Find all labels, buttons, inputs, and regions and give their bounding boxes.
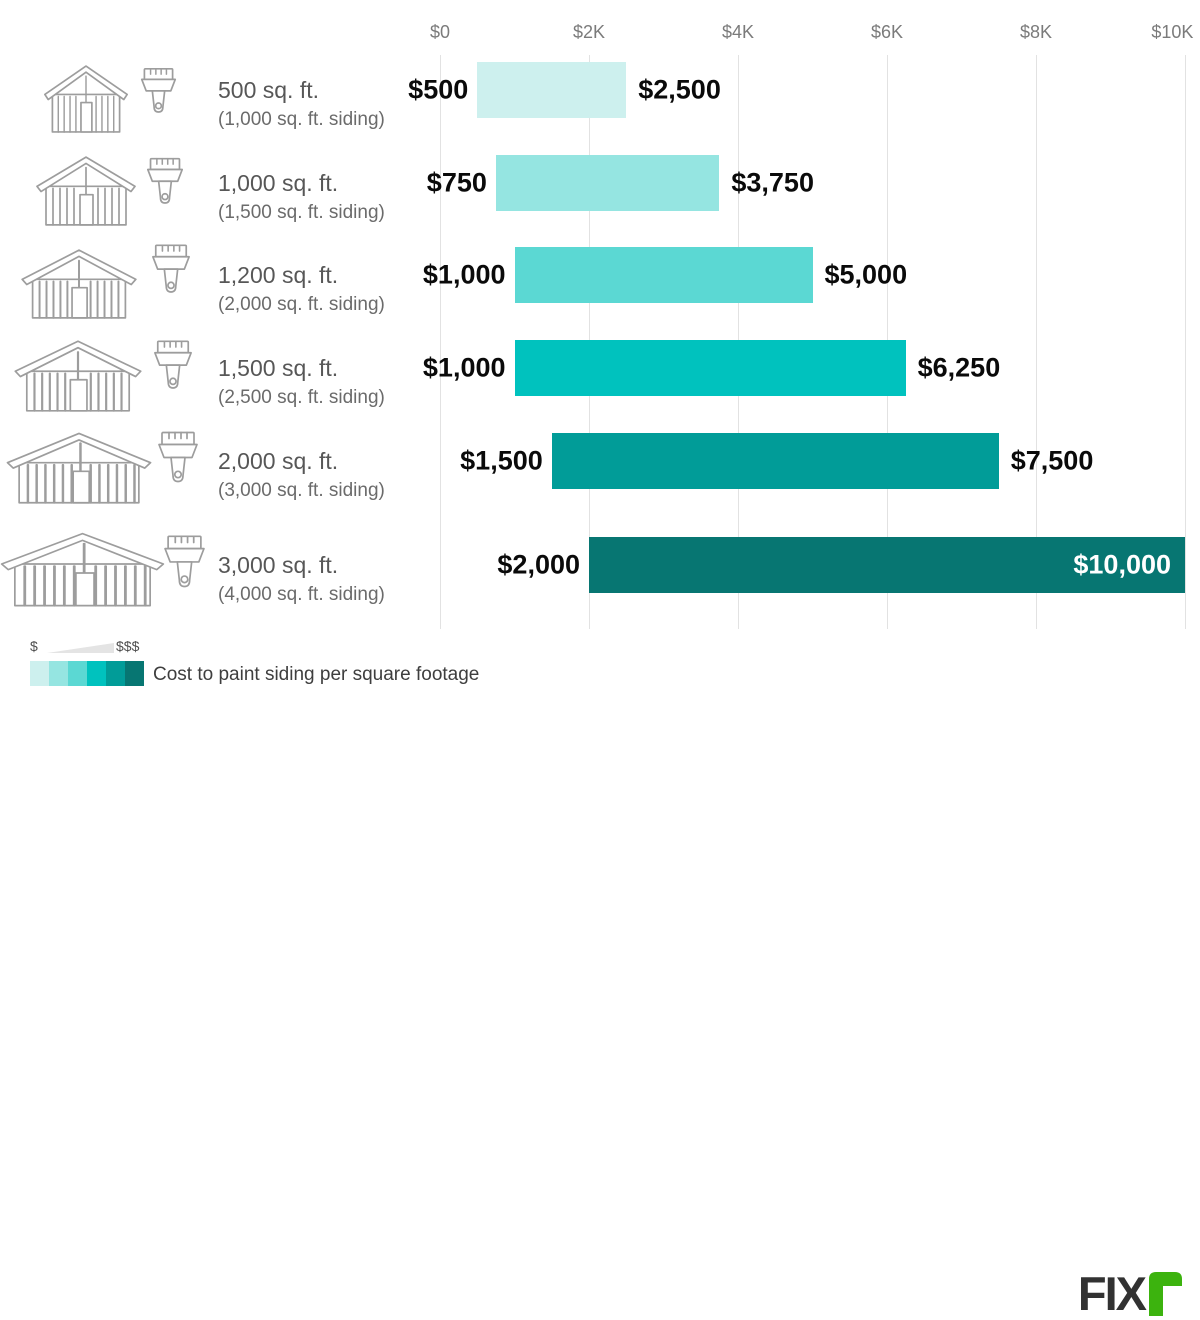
- cost-range-bar: [514, 340, 906, 396]
- chart-row: 500 sq. ft. (1,000 sq. ft. siding) $500 …: [0, 62, 1200, 118]
- row-label-siding: (3,000 sq. ft. siding): [218, 480, 385, 501]
- axis-tick-label: $2K: [572, 22, 606, 42]
- legend-high-label: $$$: [116, 638, 140, 654]
- row-label-siding: (1,500 sq. ft. siding): [218, 202, 385, 223]
- row-label-size: 1,500 sq. ft.: [218, 355, 339, 381]
- cost-range-bar: [477, 62, 627, 118]
- legend-swatch: [68, 661, 87, 686]
- row-label-size: 1,000 sq. ft.: [218, 170, 339, 196]
- row-label-siding: (2,500 sq. ft. siding): [218, 387, 385, 408]
- paintbrush-icon: [163, 534, 206, 596]
- gridline: [1185, 55, 1186, 629]
- legend-swatch: [106, 661, 125, 686]
- bar-min-value: $500: [408, 74, 469, 105]
- axis-tick-label: $4K: [721, 22, 755, 42]
- bar-max-value: $10,000: [1073, 549, 1171, 580]
- bar-min-value: $750: [426, 167, 487, 198]
- chart-row: 2,000 sq. ft. (3,000 sq. ft. siding) $1,…: [0, 431, 1200, 504]
- row-label: 2,000 sq. ft. (3,000 sq. ft. siding): [218, 446, 385, 504]
- siding-cost-chart: $0 $2K $4K $6K $8K $10K 500 sq. ft. (1,0…: [0, 22, 1200, 1317]
- gridline: [440, 55, 441, 629]
- fixr-r-glyph: [1149, 1272, 1182, 1316]
- paintbrush-icon: [157, 431, 199, 491]
- bar-min-value: $2,000: [497, 549, 580, 580]
- bar-max-value: $3,750: [731, 167, 814, 198]
- row-label: 3,000 sq. ft. (4,000 sq. ft. siding): [218, 550, 385, 608]
- fixr-logo-text: FIX: [1077, 1267, 1147, 1320]
- cost-range-bar: [551, 433, 999, 489]
- bar-min-value: $1,000: [422, 259, 506, 290]
- paintbrush-icon: [153, 339, 193, 397]
- gridline: [1036, 55, 1037, 629]
- paintbrush-icon: [140, 68, 177, 121]
- chart-row: 1,500 sq. ft. (2,500 sq. ft. siding) $1,…: [0, 339, 1200, 412]
- chart-row: 1,000 sq. ft. (1,500 sq. ft. siding) $75…: [0, 155, 1200, 211]
- bar-max-value: $2,500: [638, 74, 721, 105]
- row-label: 500 sq. ft. (1,000 sq. ft. siding): [218, 75, 385, 133]
- row-label-siding: (1,000 sq. ft. siding): [218, 109, 385, 130]
- legend-swatch: [125, 661, 144, 686]
- legend: $ $$$ Cost to paint siding per square fo…: [0, 630, 1200, 1317]
- house-icon: [36, 153, 136, 228]
- paintbrush-icon: [146, 157, 184, 212]
- chart-row: 3,000 sq. ft. (4,000 sq. ft. siding) $2,…: [0, 534, 1200, 607]
- axis-tick-label: $0: [429, 22, 451, 42]
- axis-tick-label: $6K: [870, 22, 904, 42]
- house-icon: [44, 62, 128, 135]
- row-label-size: 500 sq. ft.: [218, 77, 320, 103]
- fixr-logo: FIX: [1077, 1267, 1182, 1320]
- bar-min-value: $1,000: [422, 352, 506, 383]
- row-label: 1,200 sq. ft. (2,000 sq. ft. siding): [218, 260, 385, 318]
- cost-range-bar: [514, 247, 813, 303]
- row-label-size: 3,000 sq. ft.: [218, 552, 339, 578]
- bar-max-value: $6,250: [917, 352, 1001, 383]
- axis-tick-label: $10K: [1151, 22, 1194, 42]
- legend-swatch: [87, 661, 106, 686]
- paintbrush-icon: [151, 244, 191, 301]
- house-icon: [0, 528, 165, 607]
- house-icon: [6, 428, 152, 504]
- legend-low-label: $: [30, 638, 38, 654]
- cost-range-bar: [589, 537, 1185, 593]
- row-label-siding: (4,000 sq. ft. siding): [218, 584, 385, 605]
- row-label-size: 1,200 sq. ft.: [218, 262, 339, 288]
- row-label-size: 2,000 sq. ft.: [218, 448, 339, 474]
- row-label-siding: (2,000 sq. ft. siding): [218, 294, 385, 315]
- axis-tick-label: $8K: [1019, 22, 1053, 42]
- legend-wedge-icon: [47, 643, 114, 653]
- row-label: 1,500 sq. ft. (2,500 sq. ft. siding): [218, 353, 385, 411]
- bar-min-value: $1,500: [460, 445, 543, 476]
- legend-swatches: [30, 661, 144, 686]
- legend-swatch: [49, 661, 68, 686]
- chart-caption: Cost to paint siding per square footage: [153, 664, 480, 685]
- bar-max-value: $7,500: [1010, 445, 1094, 476]
- house-icon: [14, 337, 142, 412]
- legend-swatch: [30, 661, 49, 686]
- cost-range-bar: [495, 155, 720, 211]
- row-label: 1,000 sq. ft. (1,500 sq. ft. siding): [218, 168, 385, 226]
- house-icon: [21, 246, 137, 319]
- chart-row: 1,200 sq. ft. (2,000 sq. ft. siding) $1,…: [0, 244, 1200, 319]
- bar-max-value: $5,000: [824, 259, 908, 290]
